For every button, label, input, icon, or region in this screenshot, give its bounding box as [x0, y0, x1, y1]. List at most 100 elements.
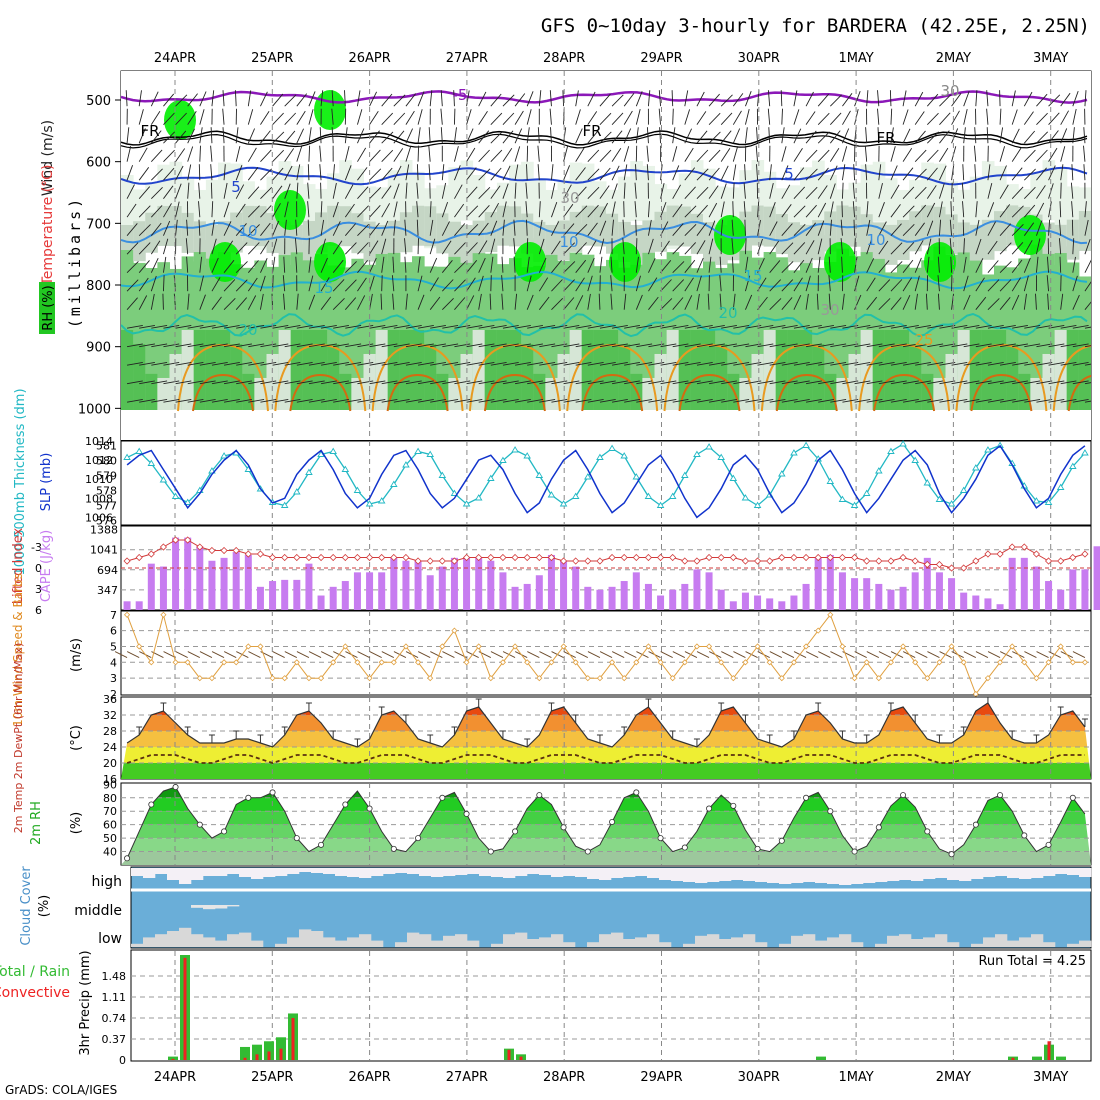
bottom-date-label: 26APR	[348, 1070, 390, 1085]
wind-barb	[320, 343, 337, 348]
wind-barb	[866, 201, 869, 218]
cape-bar	[814, 557, 822, 610]
wind-barb	[126, 261, 139, 273]
wind-barb	[466, 205, 479, 218]
wind-barb	[417, 380, 434, 385]
wind10m-marker	[342, 643, 349, 650]
wind-barb	[538, 238, 545, 255]
temp-contour-25	[663, 343, 756, 412]
lifted-index-marker	[256, 550, 265, 558]
wind-barb	[902, 398, 919, 403]
wind-barb	[272, 149, 285, 162]
precip-total-bar	[1056, 1056, 1066, 1060]
cape-bar	[620, 581, 628, 610]
cloud-low-cover	[239, 932, 252, 947]
wind-barb	[708, 149, 721, 162]
wind-barb	[369, 240, 379, 255]
rh-band-low	[957, 330, 971, 410]
wind-barb	[247, 242, 260, 255]
wind-barb	[162, 293, 164, 310]
thickness-marker	[499, 456, 507, 463]
rh-band-low	[606, 330, 619, 410]
wind10m-barb	[126, 651, 140, 658]
wind-barb	[684, 147, 694, 162]
wind-barb	[272, 343, 289, 348]
thickness-tick-label: 577	[96, 500, 117, 513]
wind10m-barb	[369, 651, 382, 658]
rh-maximum-blob	[274, 190, 306, 230]
wind-barb	[199, 361, 216, 366]
rh-band-low	[399, 330, 413, 410]
rh-maximum-blob	[924, 242, 956, 282]
wind-barb	[138, 205, 151, 218]
wind-barb	[854, 398, 871, 403]
rh2m-marker	[1045, 841, 1052, 848]
thickness-marker	[390, 480, 398, 487]
cloud-high-clear	[983, 868, 996, 877]
wind-barb	[611, 112, 624, 125]
wind-barb	[296, 398, 313, 403]
wind-barb	[296, 182, 299, 199]
cape-bar	[972, 595, 980, 610]
wind-barb	[587, 293, 591, 310]
wind-barb	[829, 165, 838, 181]
wind-barb	[781, 184, 791, 199]
cloud-high-clear	[767, 868, 780, 883]
wind-barb	[393, 94, 406, 107]
wind-barb	[1024, 361, 1041, 366]
wind-barb	[1035, 256, 1039, 273]
wind-barb	[235, 184, 245, 199]
wind-barb	[429, 219, 434, 236]
wind-barb	[866, 277, 876, 292]
wind-barb	[563, 380, 580, 385]
cape-bar	[729, 601, 737, 610]
cape-bar	[790, 595, 798, 610]
wind-barb	[526, 109, 532, 125]
rh2m-axis-label: 2m RH	[29, 801, 44, 845]
wind-barb	[926, 149, 939, 162]
wind-barb	[344, 184, 354, 199]
wind-barb	[138, 242, 151, 255]
wind-barb	[236, 398, 252, 403]
wind-barb	[308, 256, 312, 273]
wind-barb	[732, 110, 742, 125]
wind-barb	[211, 201, 214, 218]
cloud-high-clear	[455, 868, 468, 875]
wind-barb	[646, 164, 649, 181]
wind-barb	[514, 343, 531, 348]
wind-barb	[429, 257, 438, 273]
thickness-marker	[547, 491, 556, 498]
wind-barb	[150, 258, 159, 273]
cloud-low-cover	[467, 940, 480, 947]
wind-barb	[781, 380, 798, 385]
wind-barb	[902, 343, 919, 348]
wind-barb	[235, 223, 247, 236]
wind-barb	[150, 222, 162, 236]
wind-barb	[658, 108, 662, 125]
cloud-high-clear	[611, 868, 624, 878]
wind-barb	[198, 182, 201, 199]
wind-barb	[587, 186, 600, 199]
wind-barb	[126, 184, 135, 199]
rh-band-grey	[1066, 219, 1080, 260]
wind-barb	[793, 242, 806, 255]
wind-barb	[1036, 398, 1053, 403]
rh-axis-label: RH (%)	[41, 285, 56, 330]
wind-barb	[357, 205, 369, 218]
wind-barb	[187, 324, 204, 329]
lifted-index-marker	[911, 557, 919, 565]
wind-barb	[284, 219, 287, 236]
lifted-index-marker	[572, 557, 580, 565]
wind-barb	[526, 294, 534, 310]
cloud-high-clear	[791, 868, 804, 883]
wind-barb	[187, 164, 192, 181]
rh-band-mid	[642, 252, 655, 410]
wind-barb	[248, 343, 265, 348]
wind-barb	[1072, 275, 1078, 292]
wind-barb	[781, 108, 783, 125]
rh-band-low	[945, 353, 959, 410]
rh2m-marker	[803, 794, 810, 801]
wind-barb	[963, 380, 980, 385]
wind-barb	[357, 109, 363, 125]
wind-barb	[672, 297, 684, 310]
